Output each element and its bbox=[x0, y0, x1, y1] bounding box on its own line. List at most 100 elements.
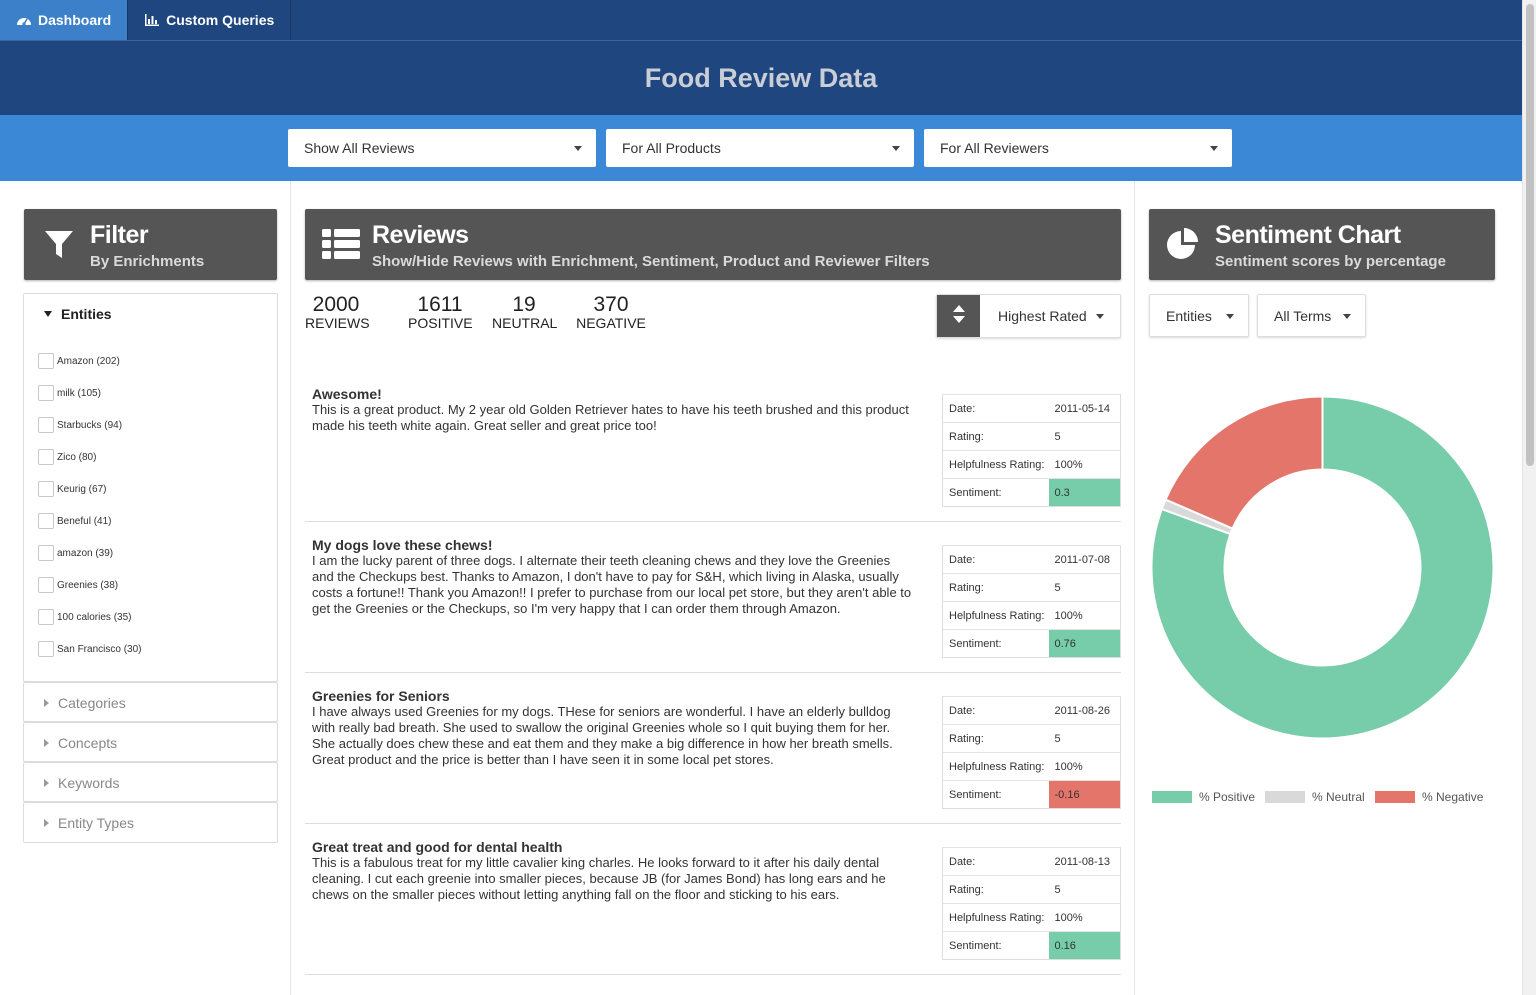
stat-reviews: 2000 REVIEWS bbox=[305, 293, 370, 331]
donut-slice-positive[interactable] bbox=[1150, 395, 1495, 740]
meta-label: Rating: bbox=[942, 573, 1049, 602]
categories-accordion[interactable]: Categories bbox=[23, 682, 278, 722]
tab-custom-queries-label: Custom Queries bbox=[166, 12, 275, 28]
meta-label: Date: bbox=[942, 847, 1049, 876]
stat-number: 1611 bbox=[417, 293, 463, 316]
checkbox[interactable] bbox=[38, 513, 54, 529]
scrollbar-thumb[interactable] bbox=[1526, 4, 1534, 466]
top-nav: Dashboard Custom Queries bbox=[0, 0, 1522, 40]
meta-label: Rating: bbox=[942, 422, 1049, 451]
term-type-select[interactable]: Entities bbox=[1149, 294, 1249, 337]
legend-label-neutral: % Neutral bbox=[1312, 790, 1365, 804]
concepts-label: Concepts bbox=[58, 735, 118, 751]
categories-accordion-toggle[interactable]: Categories bbox=[24, 683, 277, 723]
keywords-accordion[interactable]: Keywords bbox=[23, 762, 278, 802]
pie-chart-icon bbox=[1165, 226, 1201, 267]
caret-down-icon bbox=[1210, 146, 1218, 151]
checkbox[interactable] bbox=[38, 545, 54, 561]
caret-down-icon bbox=[1343, 314, 1351, 319]
reviews-select[interactable]: Show All Reviews bbox=[288, 129, 596, 167]
reviews-panel-subtitle: Show/Hide Reviews with Enrichment, Senti… bbox=[372, 253, 930, 270]
concepts-accordion[interactable]: Concepts bbox=[23, 722, 278, 762]
categories-label: Categories bbox=[58, 695, 126, 711]
entity-checkbox-item[interactable]: 100 calories (35) bbox=[38, 609, 131, 625]
stat-number: 19 bbox=[512, 293, 536, 316]
term-type-select-value: Entities bbox=[1166, 307, 1212, 324]
review-sentiment: 0.3 bbox=[1048, 478, 1121, 507]
review-helpfulness: 100% bbox=[1048, 601, 1121, 630]
entity-checkbox-item[interactable]: amazon (39) bbox=[38, 545, 113, 561]
entity-checkbox-item[interactable]: Amazon (202) bbox=[38, 353, 120, 369]
reviewers-select[interactable]: For All Reviewers bbox=[924, 129, 1232, 167]
bar-chart-icon bbox=[144, 14, 160, 26]
entity-types-accordion[interactable]: Entity Types bbox=[23, 802, 278, 843]
products-select[interactable]: For All Products bbox=[606, 129, 914, 167]
legend-item-positive[interactable]: % Positive bbox=[1152, 790, 1255, 804]
review-card: Awesome! This is a great product. My 2 y… bbox=[305, 371, 1121, 522]
caret-down-icon bbox=[44, 311, 52, 317]
review-date: 2011-08-26 bbox=[1048, 696, 1121, 725]
entity-types-accordion-toggle[interactable]: Entity Types bbox=[24, 803, 277, 843]
entity-checkbox-item[interactable]: Keurig (67) bbox=[38, 481, 106, 497]
reviews-panel-title: Reviews bbox=[372, 221, 469, 249]
sort-control[interactable]: Highest Rated bbox=[936, 294, 1121, 338]
checkbox[interactable] bbox=[38, 353, 54, 369]
review-rating: 5 bbox=[1048, 573, 1121, 602]
meta-label: Rating: bbox=[942, 875, 1049, 904]
checkbox[interactable] bbox=[38, 577, 54, 593]
reviews-panel-header: Reviews Show/Hide Reviews with Enrichmen… bbox=[305, 209, 1121, 280]
column-divider bbox=[1134, 181, 1135, 995]
entity-checkbox-item[interactable]: Starbucks (94) bbox=[38, 417, 122, 433]
tab-custom-queries[interactable]: Custom Queries bbox=[128, 0, 292, 40]
entity-checkbox-item[interactable]: milk (105) bbox=[38, 385, 101, 401]
checkbox[interactable] bbox=[38, 385, 54, 401]
tab-dashboard[interactable]: Dashboard bbox=[0, 0, 129, 40]
filter-panel-subtitle: By Enrichments bbox=[90, 253, 205, 270]
review-card: My dogs love these chews! I am the lucky… bbox=[305, 522, 1121, 673]
page-scrollbar[interactable] bbox=[1522, 0, 1536, 995]
entity-checkbox-item[interactable]: Beneful (41) bbox=[38, 513, 111, 529]
legend-swatch-negative bbox=[1375, 791, 1415, 803]
review-body: I am the lucky parent of three dogs. I a… bbox=[312, 553, 912, 616]
checkbox[interactable] bbox=[38, 449, 54, 465]
meta-label: Sentiment: bbox=[942, 931, 1049, 960]
entities-accordion-toggle[interactable]: Entities bbox=[24, 294, 277, 334]
caret-down-icon bbox=[892, 146, 900, 151]
checkbox[interactable] bbox=[38, 481, 54, 497]
concepts-accordion-toggle[interactable]: Concepts bbox=[24, 723, 277, 763]
legend-item-negative[interactable]: % Negative bbox=[1375, 790, 1483, 804]
caret-down-icon bbox=[1226, 314, 1234, 319]
entity-label: Beneful (41) bbox=[57, 515, 112, 527]
stat-label: POSITIVE bbox=[408, 315, 473, 331]
caret-down-icon bbox=[1096, 314, 1104, 319]
checkbox[interactable] bbox=[38, 417, 54, 433]
review-helpfulness: 100% bbox=[1048, 752, 1121, 781]
entity-checkbox-item[interactable]: San Francisco (30) bbox=[38, 641, 141, 657]
review-date: 2011-07-08 bbox=[1048, 545, 1121, 574]
filter-bar: Show All Reviews For All Products For Al… bbox=[0, 115, 1522, 181]
donut-slice-negative[interactable] bbox=[1164, 395, 1324, 530]
meta-label: Date: bbox=[942, 394, 1049, 423]
sort-select-value[interactable]: Highest Rated bbox=[998, 308, 1087, 324]
review-date: 2011-08-13 bbox=[1048, 847, 1121, 876]
checkbox[interactable] bbox=[38, 641, 54, 657]
meta-label: Rating: bbox=[942, 724, 1049, 753]
entities-label: Entities bbox=[61, 306, 112, 322]
entity-checkbox-item[interactable]: Zico (80) bbox=[38, 449, 96, 465]
terms-select[interactable]: All Terms bbox=[1257, 294, 1366, 337]
legend-item-neutral[interactable]: % Neutral bbox=[1265, 790, 1365, 804]
entity-checkbox-item[interactable]: Greenies (38) bbox=[38, 577, 118, 593]
sort-order-button[interactable] bbox=[937, 295, 980, 337]
review-card: Great treat and good for dental health T… bbox=[305, 824, 1121, 975]
checkbox[interactable] bbox=[38, 609, 54, 625]
entity-label: Starbucks (94) bbox=[57, 419, 123, 431]
entity-label: Keurig (67) bbox=[57, 483, 107, 495]
review-helpfulness: 100% bbox=[1048, 450, 1121, 479]
entity-label: Amazon (202) bbox=[57, 355, 120, 367]
caret-right-icon bbox=[44, 699, 49, 707]
review-card: Greenies for Seniors I have always used … bbox=[305, 673, 1121, 824]
dashboard-gauge-icon bbox=[16, 14, 32, 26]
terms-select-value: All Terms bbox=[1274, 307, 1332, 324]
stat-neutral: 19 NEUTRAL bbox=[492, 293, 557, 331]
keywords-accordion-toggle[interactable]: Keywords bbox=[24, 763, 277, 803]
